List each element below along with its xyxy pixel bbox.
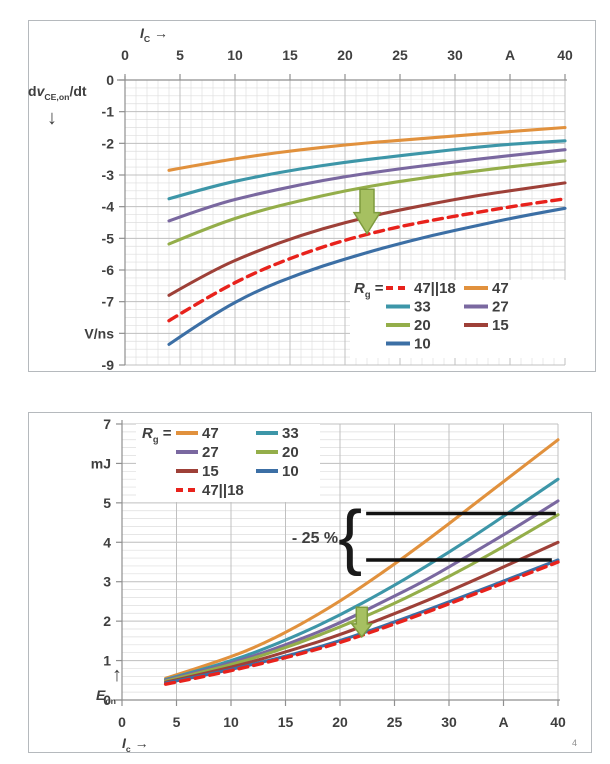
minus-25-annotation: {- 25 % [292,497,556,577]
y-tick-label: V/ns [84,325,114,341]
y-tick-label: 0 [103,692,111,708]
legend-label-10: 10 [282,463,299,480]
brace-glyph: { [338,497,362,577]
legend-label-47: 47 [202,425,219,442]
x-tick-label: 0 [118,714,126,730]
legend-label-10: 10 [414,336,431,353]
legend-title: Rg = [354,280,384,300]
y-tick-label: -7 [102,294,115,310]
legend-label-33: 33 [414,299,431,316]
panel-border [28,20,596,372]
gridlines [124,79,566,366]
y-tick-label: 4 [103,534,111,550]
legend: Rg = 47||18 47 33 27 20 15 10 [350,280,576,358]
y-tick-label: mJ [91,455,111,471]
y-tick-label: 7 [103,416,111,432]
legend: Rg = 47 33 27 20 15 10 47||18 [136,424,320,502]
legend-label-27: 27 [492,299,509,316]
x-axis-title: Ic → [122,735,149,754]
x-tick-label: 15 [278,714,294,730]
corner-mark: 4 [572,738,578,748]
y-tick-label: -9 [102,357,115,373]
x-tick-label: 0 [121,47,129,63]
x-tick-label: 20 [337,47,353,63]
dvdt-chart: 0 5 10 15 20 25 30 A 40 0 -1 -2 -3 -4 -5 -6 -7 V/ns -9 IC →… [28,20,596,373]
x-tick-label: 10 [227,47,243,63]
series-10 [167,206,567,346]
y-tick-label: -4 [102,199,115,215]
legend-background [136,424,320,502]
panel-border [28,412,592,753]
green-down-arrow [352,188,382,236]
legend-label-47: 47 [492,280,509,297]
legend-label-47||18: 47||18 [414,280,456,297]
y-tick-label: -5 [102,230,115,246]
legend-label-27: 27 [202,444,219,461]
y-tick-label: 3 [103,574,111,590]
x-tick-label: 20 [332,714,348,730]
x-tick-label: 30 [447,47,463,63]
green-down-arrow [350,606,374,639]
y-tick-label: 2 [103,613,111,629]
x-tick-label: 25 [392,47,408,63]
legend-label-20: 20 [414,317,431,334]
x-tick-label: 25 [387,714,403,730]
y-axis-title: Eon [96,687,116,706]
x-tick-label: 15 [282,47,298,63]
x-tick-label: 40 [557,47,573,63]
y-tick-label: -6 [102,262,115,278]
x-tick-label: 30 [441,714,457,730]
series-33 [164,477,560,682]
series-33 [167,139,567,201]
legend-label-47||18: 47||18 [202,482,244,499]
series-47 [167,125,567,172]
minus-25-label: - 25 % [292,530,338,547]
x-tick-label: A [505,47,515,63]
series-20 [167,159,567,246]
x-tick-label: A [498,714,508,730]
legend-background [350,280,576,358]
y-tick-label: -3 [102,167,115,183]
y-tick-label: 1 [103,653,111,669]
legend-title: Rg = [142,425,172,445]
series-27 [167,148,567,223]
legend-label-33: 33 [282,425,299,442]
y-tick-label: 5 [103,495,111,511]
y-axis-arrow: ↓ [47,107,57,129]
x-tick-label: 10 [223,714,239,730]
series-47 [164,438,560,680]
x-axis-title: IC → [140,25,168,44]
legend-label-20: 20 [282,444,299,461]
x-tick-label: 5 [176,47,184,63]
legend-label-15: 15 [202,463,219,480]
x-tick-label: 40 [550,714,566,730]
y-tick-label: 0 [106,72,114,88]
y-tick-label: -2 [102,135,115,151]
y-axis-arrow: ↑ [112,664,122,686]
axes: 0 5 10 15 20 25 30 A 40 0 -1 -2 -3 -4 -5 -6 -7 V/ns -9 [84,47,573,373]
y-tick-label: -1 [102,104,115,120]
y-axis-title: dvCE,on/dt [28,83,87,102]
x-tick-label: 5 [173,714,181,730]
legend-label-15: 15 [492,317,509,334]
